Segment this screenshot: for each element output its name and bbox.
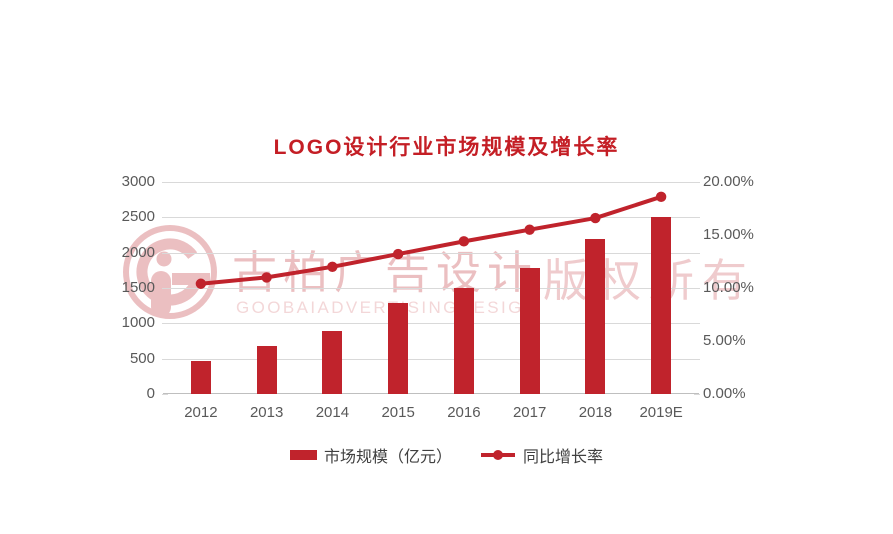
bar-2017 (519, 267, 540, 394)
bar-swatch-icon (289, 450, 317, 460)
x-axis-line (163, 393, 699, 394)
line-dot-swatch-icon (481, 450, 515, 460)
bar-2013 (256, 345, 277, 394)
left-tick-0 (162, 394, 168, 395)
left-axis-tick-500: 500 (129, 349, 155, 367)
right-tick-0 (694, 394, 700, 395)
left-tick-2500 (162, 217, 168, 219)
right-tick-500 (694, 358, 700, 360)
right-tick-3000 (694, 182, 700, 183)
left-tick-3000 (162, 182, 168, 183)
x-axis-label-2012: 2012 (184, 404, 218, 421)
right-tick-2500 (694, 217, 700, 219)
right-axis-tick-5.00%: 5.00% (703, 332, 746, 349)
left-axis-tick-0: 0 (146, 385, 155, 402)
right-axis-tick-20.00%: 20.00% (703, 173, 754, 190)
right-tick-1500 (694, 288, 700, 289)
left-tick-1000 (162, 323, 168, 325)
gridline-3000 (168, 182, 694, 183)
x-axis-label-2013: 2013 (249, 404, 284, 421)
right-axis-tick-15.00%: 15.00% (703, 226, 754, 243)
gridline-500 (168, 358, 694, 360)
left-tick-1500 (162, 288, 168, 289)
right-tick-2000 (694, 252, 700, 254)
legend-item-market-size: 市场规模（亿元） (289, 443, 452, 467)
bar-2016 (453, 288, 474, 394)
bar-2012 (190, 360, 211, 394)
left-axis-tick-2500: 2500 (121, 208, 155, 226)
right-tick-1000 (694, 323, 700, 325)
left-tick-2000 (162, 252, 168, 254)
chart-title: LOGO设计行业市场规模及增长率 (273, 136, 620, 159)
right-axis-tick-10.00%: 10.00% (703, 279, 754, 296)
legend-label-growth-rate: 同比增长率 (523, 449, 604, 466)
left-tick-500 (162, 358, 168, 360)
gridline-1000 (168, 323, 694, 325)
x-axis-label-2017: 2017 (512, 404, 547, 421)
bar-2014 (322, 331, 343, 394)
bar-2015 (388, 302, 409, 394)
x-axis-label-2019E: 2019E (639, 404, 683, 421)
x-axis-label-2014: 2014 (315, 404, 350, 421)
right-axis-tick-0.00%: 0.00% (703, 385, 746, 402)
x-axis-label-2015: 2015 (381, 404, 415, 421)
plot-area (162, 182, 700, 395)
left-axis-tick-2000: 2000 (121, 243, 155, 261)
legend-item-growth-rate: 同比增长率 (480, 443, 603, 467)
gridline-2000 (168, 252, 694, 254)
x-axis-label-2016: 2016 (447, 404, 481, 421)
left-axis-tick-1500: 1500 (121, 279, 155, 296)
gridline-1500 (168, 288, 694, 289)
left-axis-tick-3000: 3000 (121, 173, 155, 190)
legend: 市场规模（亿元） 同比增长率 (0, 444, 893, 466)
gridline-2500 (168, 217, 694, 219)
bar-2018 (585, 238, 606, 394)
legend-label-market-size: 市场规模（亿元） (323, 449, 452, 466)
left-axis-tick-1000: 1000 (121, 314, 155, 332)
x-axis-label-2018: 2018 (578, 404, 613, 421)
bar-2019E (651, 217, 672, 394)
